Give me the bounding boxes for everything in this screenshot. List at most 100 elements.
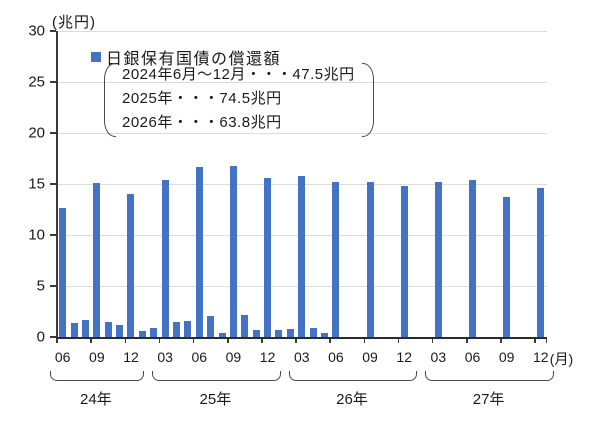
x-axis-line [56,337,547,339]
y-tick-label-25: 25 [28,73,45,91]
y-tickmark-20 [50,132,56,134]
x-tickmark-24 [329,339,331,343]
x-tickmark-39 [500,339,502,343]
x-tickmark-6 [124,339,127,343]
year-bracket-2027 [425,371,554,381]
bar-month-33 [434,181,442,337]
x-tick-label-30: 12 [396,349,412,365]
x-tickmark-27 [363,339,366,343]
y-tick-label-10: 10 [28,226,45,244]
y-tickmark-5 [50,285,56,287]
bar-month-23 [321,332,329,337]
x-axis-unit-label: (月) [549,351,574,367]
bar-month-17 [252,329,260,337]
legend: 日銀保有国債の償還額 [91,45,281,69]
bar-month-4 [104,321,112,337]
y-tick-label-30: 30 [28,22,45,40]
gridline-30 [57,30,547,32]
x-tick-label-9: 03 [157,349,173,365]
bar-month-5 [116,324,124,337]
bar-month-24 [332,181,340,337]
x-tick-label-12: 06 [191,349,208,365]
x-tickmark-15 [227,339,229,343]
x-tick-label-18: 12 [259,349,276,365]
bar-month-27 [366,181,374,337]
right-paren-icon [361,63,374,137]
y-axis-unit-label: (兆円) [52,14,96,31]
y-tick-label-5: 5 [36,277,45,295]
x-tick-label-36: 06 [464,349,481,365]
annotation-line-2024: 2024年6月～12月・・・47.5兆円 [122,66,355,83]
y-tickmark-25 [50,81,56,83]
year-bracket-2026 [288,371,418,381]
annotation-line-2026: 2026年・・・63.8兆円 [122,114,282,131]
x-tickmark-42 [534,339,536,343]
x-tick-label-6: 12 [123,349,139,365]
year-label-2027: 27年 [472,391,505,408]
bar-month-20 [286,328,294,337]
bar-month-0 [59,208,67,337]
y-tickmark-0 [50,336,56,338]
bar-month-18 [264,177,272,337]
year-label-2026: 26年 [336,391,368,408]
bar-month-14 [218,332,226,337]
x-tick-label-21: 03 [293,349,310,365]
bar-month-3 [93,182,101,337]
x-tick-label-15: 09 [225,349,242,365]
gridline-20 [57,132,547,134]
x-tick-label-3: 09 [89,349,105,365]
gridline-25 [57,81,547,83]
x-tick-label-24: 06 [328,349,344,365]
bar-month-10 [173,321,181,337]
x-tickmark-end [545,339,548,343]
y-tickmark-30 [50,30,56,32]
bar-month-12 [195,166,203,337]
y-tickmark-15 [50,183,56,185]
x-tickmark-3 [90,339,92,343]
bar-month-36 [469,179,476,337]
bar-month-42 [537,188,545,337]
bar-month-21 [298,175,306,337]
x-tickmark-12 [192,339,195,343]
x-tick-label-27: 09 [362,349,378,365]
bar-month-1 [70,322,78,337]
legend-marker-icon [91,52,101,62]
year-label-2024: 24年 [79,391,112,408]
x-tick-label-39: 09 [498,349,515,365]
x-tickmark-18 [261,339,263,343]
legend-label: 日銀保有国債の償還額 [106,51,282,68]
bar-month-2 [81,319,89,337]
bar-month-13 [207,315,215,337]
x-tick-label-0: 06 [54,349,71,365]
x-tickmark-36 [466,339,468,343]
x-tick-label-42: 12 [533,349,549,365]
bar-month-7 [138,330,146,337]
x-tick-label-33: 03 [430,349,447,365]
y-tick-label-20: 20 [28,124,45,142]
bar-month-19 [275,329,283,337]
bar-month-16 [241,314,249,337]
bar-month-8 [150,327,158,337]
annotation-line-2025: 2025年・・・74.5兆円 [122,90,282,107]
x-tickmark-9 [158,339,161,343]
left-paren-icon [104,63,116,137]
bar-month-39 [503,197,511,337]
y-tick-label-15: 15 [28,175,45,193]
year-label-2025: 25年 [199,391,232,408]
bar-month-11 [184,320,192,337]
bar-month-22 [309,327,317,337]
year-bracket-2025 [152,371,281,381]
x-tickmark-30 [397,339,400,343]
bar-month-15 [229,165,237,337]
bar-month-9 [161,179,169,337]
y-axis-line [56,31,58,337]
x-tickmark-21 [295,339,297,343]
annotation-box: 2024年6月～12月・・・47.5兆円 2025年・・・74.5兆円 2026… [104,63,374,137]
y-tick-label-0: 0 [36,328,45,346]
bar-month-6 [127,194,135,337]
year-bracket-2024 [49,371,144,381]
bar-month-30 [400,186,408,337]
x-tickmark-0 [56,339,58,343]
y-tickmark-10 [50,234,56,236]
